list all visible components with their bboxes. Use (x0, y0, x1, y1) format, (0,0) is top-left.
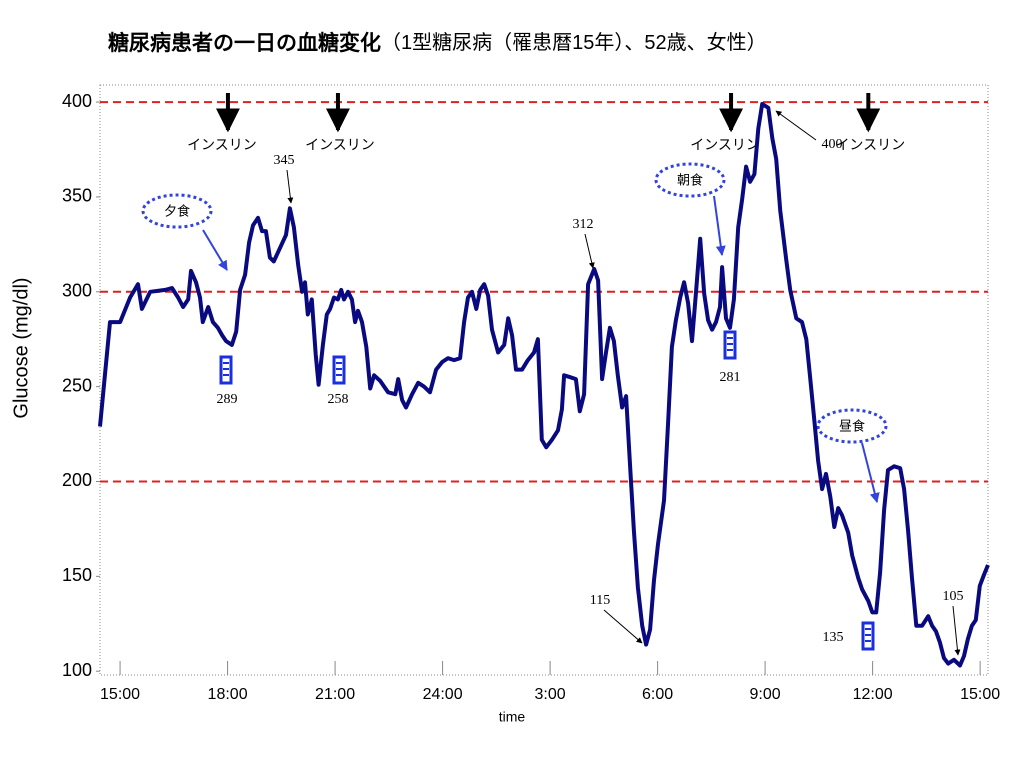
chart-title: 糖尿病患者の一日の血糖変化（1型糖尿病（罹患暦15年）、52歳、女性） (108, 31, 767, 55)
peak-label: 345 (274, 153, 295, 168)
meal-ellipse (141, 193, 213, 229)
meal-label: 夕食 (164, 203, 190, 218)
peak-arrow (286, 169, 294, 204)
y-tick-label: 100 (62, 660, 92, 680)
x-tick-label: 6:00 (642, 686, 673, 703)
peak-label: 400 (822, 137, 843, 152)
peak-arrow (775, 110, 817, 141)
insulin-label: インスリン (305, 137, 375, 153)
x-axis-label: time (499, 709, 526, 725)
meal-ellipse (816, 408, 888, 444)
y-tick-label: 400 (62, 91, 92, 111)
meal-arrow (713, 195, 726, 256)
x-tick-label: 24:00 (423, 686, 463, 703)
meal-ellipse (654, 162, 726, 198)
meal-label: 昼食 (839, 418, 865, 433)
plot-frame (99, 84, 989, 676)
x-tick-label: 18:00 (208, 686, 248, 703)
y-axis-label: Glucose (mg/dl) (10, 277, 32, 418)
peak-label: 115 (590, 593, 610, 608)
glucose-line (98, 102, 990, 668)
insulin-label: インスリン (835, 137, 905, 153)
meal-arrow (861, 442, 880, 503)
y-tick-label: 200 (62, 470, 92, 490)
peak-arrow (952, 605, 961, 656)
y-tick-label: 250 (62, 375, 92, 395)
x-tick-label: 3:00 (535, 686, 566, 703)
insulin-label: インスリン (690, 137, 760, 153)
reading-label: 281 (720, 370, 741, 385)
reading-label: 258 (328, 392, 349, 407)
subtitle: （1型糖尿病（罹患暦15年）、52歳、女性） (381, 31, 767, 54)
reading-label: 289 (217, 392, 238, 407)
title: 糖尿病患者の一日の血糖変化 (108, 31, 381, 55)
x-tick-label: 15:00 (100, 686, 140, 703)
x-tick-label: 9:00 (750, 686, 781, 703)
insulin-label: インスリン (187, 137, 257, 153)
meal-label: 朝食 (677, 172, 703, 187)
peak-arrow (603, 609, 643, 644)
y-tick-label: 350 (62, 186, 92, 206)
y-tick-label: 150 (62, 565, 92, 585)
meal-arrow (202, 229, 228, 271)
peak-arrow (584, 233, 595, 269)
x-tick-label: 12:00 (853, 686, 893, 703)
reading-label: 135 (823, 630, 844, 645)
x-tick-label: 15:00 (960, 686, 1000, 703)
peak-label: 312 (573, 217, 594, 232)
peak-label: 105 (943, 589, 964, 604)
y-tick-label: 300 (62, 281, 92, 301)
x-tick-label: 21:00 (315, 686, 355, 703)
